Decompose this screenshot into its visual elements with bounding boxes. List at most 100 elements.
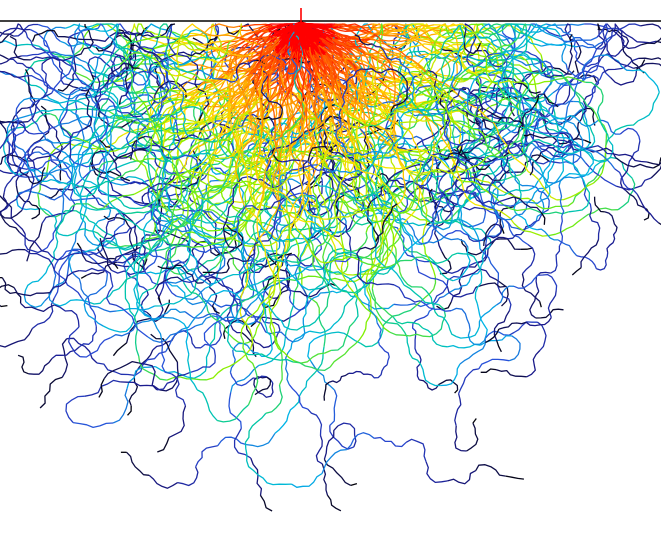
trajectory-segment bbox=[180, 264, 203, 284]
trajectory-segment bbox=[331, 321, 355, 352]
trajectory-segment bbox=[448, 200, 481, 211]
trajectory-segment bbox=[426, 252, 458, 264]
trajectory-segment bbox=[540, 212, 546, 225]
trajectory-segment bbox=[206, 277, 218, 307]
trajectory-segment bbox=[344, 58, 372, 68]
trajectory-segment bbox=[543, 93, 559, 108]
trajectory-segment bbox=[302, 122, 321, 153]
trajectory-segment bbox=[209, 58, 229, 78]
trajectory-segment bbox=[528, 145, 547, 170]
trajectory-segment bbox=[497, 128, 506, 155]
trajectory-segment bbox=[444, 229, 469, 238]
trajectory-segment bbox=[437, 103, 449, 133]
trajectory-segment bbox=[550, 65, 575, 75]
trajectory-segment bbox=[351, 53, 367, 84]
trajectory-segment bbox=[109, 321, 143, 339]
trajectory-group bbox=[0, 21, 661, 512]
trajectory-segment bbox=[65, 195, 99, 202]
trajectory-segment bbox=[355, 36, 385, 45]
trajectory-segment bbox=[253, 264, 263, 304]
trajectory-segment bbox=[206, 238, 226, 271]
trajectory-segment bbox=[450, 307, 471, 331]
trajectory-segment bbox=[400, 164, 430, 174]
trajectory-segment bbox=[346, 85, 350, 126]
trajectory-segment bbox=[461, 243, 485, 256]
trajectory-segment bbox=[429, 304, 447, 338]
trajectory-segment bbox=[472, 418, 477, 424]
trajectory-segment bbox=[548, 217, 584, 237]
trajectory-segment bbox=[458, 158, 486, 173]
trajectory-segment bbox=[309, 238, 321, 277]
trajectory-segment bbox=[269, 321, 281, 345]
trajectory-segment bbox=[507, 54, 540, 61]
trajectory-segment bbox=[47, 251, 80, 261]
trajectory-segment bbox=[0, 192, 9, 217]
trajectory-segment bbox=[91, 150, 105, 174]
trajectory-segment bbox=[57, 92, 88, 100]
trajectory-segment bbox=[539, 166, 551, 199]
trajectory-segment bbox=[78, 326, 97, 348]
trajectory-segment bbox=[337, 90, 348, 130]
trajectory-segment bbox=[344, 184, 369, 218]
trajectory-segment bbox=[388, 124, 393, 153]
trajectory-segment bbox=[377, 169, 401, 197]
trajectory-segment bbox=[308, 211, 323, 236]
trajectory-segment bbox=[323, 425, 339, 460]
trajectory-segment bbox=[102, 123, 114, 160]
trajectory-segment bbox=[55, 130, 63, 164]
trajectory-segment bbox=[236, 153, 260, 168]
trajectory-segment bbox=[370, 95, 391, 114]
trajectory-segment bbox=[489, 223, 502, 239]
trajectory-segment bbox=[457, 49, 481, 78]
trajectory-segment bbox=[355, 180, 366, 208]
trajectory-segment bbox=[558, 36, 598, 43]
trajectory-segment bbox=[167, 217, 195, 233]
trajectory-segment bbox=[159, 205, 192, 225]
trajectory-segment bbox=[488, 163, 508, 192]
trajectory-segment bbox=[376, 322, 382, 346]
trajectory-segment bbox=[392, 316, 424, 329]
trajectory-segment bbox=[371, 43, 392, 61]
trajectory-segment bbox=[134, 350, 166, 376]
trajectory-segment bbox=[549, 134, 586, 145]
trajectory-segment bbox=[189, 42, 230, 56]
trajectory-segment bbox=[119, 80, 134, 101]
trajectory-segment bbox=[194, 161, 212, 174]
trajectory-segment bbox=[169, 264, 198, 284]
trajectory-segment bbox=[437, 196, 474, 208]
trajectory-segment bbox=[159, 191, 183, 200]
trajectory-segment bbox=[470, 94, 479, 115]
trajectory-segment bbox=[291, 472, 323, 488]
trajectory-segment bbox=[475, 114, 484, 137]
trajectory-segment bbox=[242, 128, 265, 139]
trajectory-segment bbox=[319, 108, 325, 142]
trajectory-segment bbox=[358, 303, 372, 341]
trajectory-segment bbox=[339, 202, 344, 235]
trajectory-segment bbox=[69, 127, 86, 159]
trajectory-segment bbox=[284, 169, 311, 183]
trajectory-segment bbox=[308, 120, 317, 155]
trajectory-segment bbox=[88, 124, 108, 143]
trajectory-segment bbox=[365, 265, 374, 304]
trajectory-segment bbox=[372, 23, 411, 30]
trajectory-segment bbox=[109, 195, 142, 210]
trajectory-segment bbox=[458, 148, 463, 155]
trajectory-segment bbox=[505, 475, 524, 480]
trajectory-segment bbox=[463, 54, 500, 72]
trajectory-segment bbox=[147, 183, 176, 196]
trajectory-segment bbox=[99, 139, 111, 148]
trajectory-segment bbox=[401, 85, 431, 101]
trajectory-segment bbox=[378, 23, 416, 35]
trajectory-segment bbox=[300, 21, 319, 46]
trajectory-segment bbox=[408, 50, 441, 58]
trajectory-segment bbox=[145, 144, 179, 151]
trajectory-segment bbox=[326, 494, 342, 512]
trajectory-segment bbox=[275, 21, 302, 49]
trajectory-segment bbox=[286, 128, 316, 158]
trajectory-segment bbox=[294, 213, 309, 244]
trajectory-segment bbox=[234, 35, 270, 40]
trajectory-segment bbox=[229, 73, 252, 104]
trajectory-segment bbox=[198, 114, 203, 121]
trajectory-segment bbox=[254, 376, 272, 396]
trajectory-segment bbox=[202, 186, 234, 201]
